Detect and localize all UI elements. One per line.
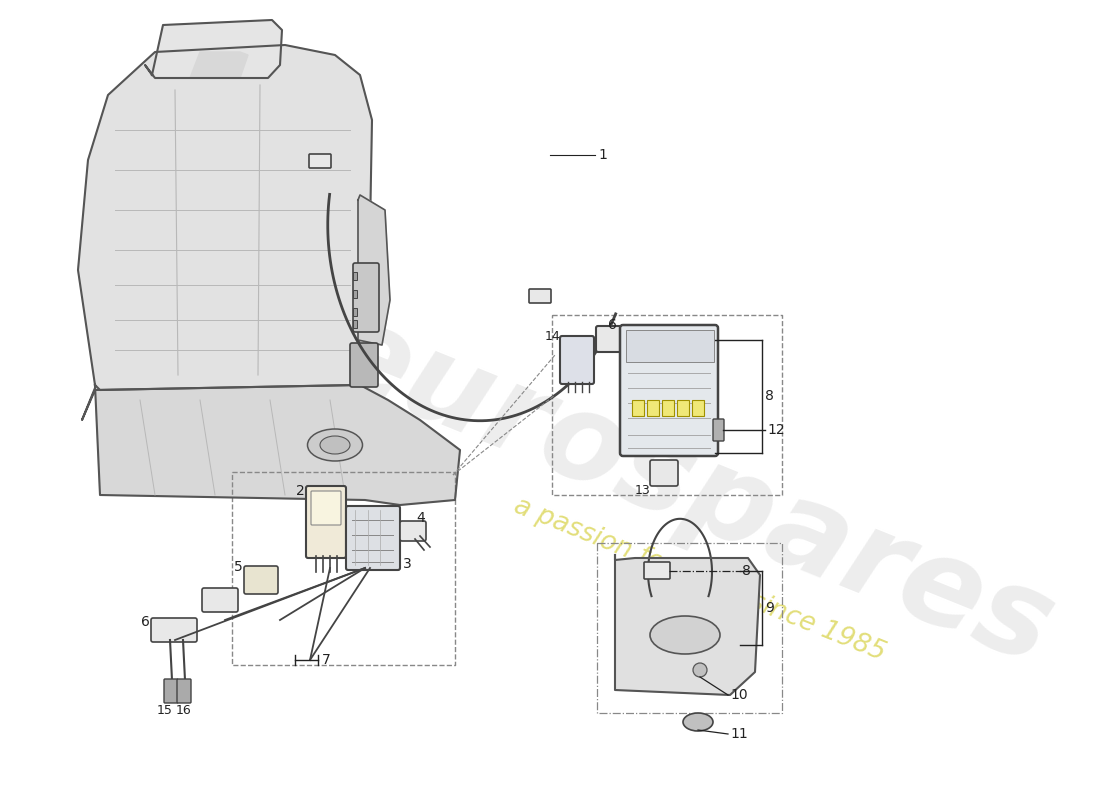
Text: 16: 16 (176, 703, 191, 717)
FancyBboxPatch shape (560, 336, 594, 384)
Text: 7: 7 (322, 653, 331, 667)
Bar (676, 400, 689, 416)
Text: 5: 5 (234, 560, 243, 574)
Ellipse shape (320, 436, 350, 454)
Text: 12: 12 (767, 423, 784, 437)
Ellipse shape (683, 713, 713, 731)
Polygon shape (358, 195, 390, 345)
FancyBboxPatch shape (529, 289, 551, 303)
Bar (626, 330, 714, 362)
Text: 10: 10 (730, 688, 748, 702)
Text: 8: 8 (764, 389, 774, 403)
Text: 9: 9 (764, 601, 774, 615)
FancyBboxPatch shape (244, 566, 278, 594)
Text: 13: 13 (635, 483, 650, 497)
FancyBboxPatch shape (350, 343, 378, 387)
FancyBboxPatch shape (400, 521, 426, 541)
Text: 1: 1 (598, 148, 607, 162)
FancyBboxPatch shape (309, 154, 331, 168)
FancyBboxPatch shape (306, 486, 346, 558)
Bar (353, 320, 358, 328)
Text: 4: 4 (416, 511, 425, 525)
Text: 6: 6 (141, 615, 150, 629)
Bar (353, 308, 358, 316)
FancyBboxPatch shape (713, 419, 724, 441)
Ellipse shape (308, 429, 363, 461)
FancyBboxPatch shape (177, 679, 191, 703)
FancyBboxPatch shape (650, 460, 678, 486)
FancyBboxPatch shape (644, 562, 670, 579)
Text: 3: 3 (403, 557, 411, 571)
Polygon shape (145, 20, 282, 78)
Polygon shape (615, 555, 760, 695)
FancyBboxPatch shape (164, 679, 178, 703)
Text: 14: 14 (544, 330, 560, 343)
FancyBboxPatch shape (311, 491, 341, 525)
Text: 15: 15 (157, 703, 173, 717)
Bar (353, 290, 358, 298)
Polygon shape (82, 385, 460, 505)
Bar (647, 400, 659, 416)
Ellipse shape (650, 616, 721, 654)
Polygon shape (190, 52, 248, 78)
Bar (692, 400, 704, 416)
FancyBboxPatch shape (202, 588, 238, 612)
FancyBboxPatch shape (151, 618, 197, 642)
FancyBboxPatch shape (620, 325, 718, 456)
Text: 11: 11 (730, 727, 748, 741)
Text: eurospares: eurospares (310, 291, 1070, 689)
Text: 8: 8 (742, 564, 751, 578)
Bar (353, 272, 358, 280)
FancyBboxPatch shape (596, 326, 630, 352)
Text: 6: 6 (607, 318, 616, 332)
FancyBboxPatch shape (346, 506, 400, 570)
Bar (662, 400, 674, 416)
FancyBboxPatch shape (353, 263, 380, 332)
Bar (632, 400, 644, 416)
Text: 2: 2 (296, 484, 305, 498)
Polygon shape (78, 45, 372, 390)
Circle shape (693, 663, 707, 677)
Text: a passion for parts since 1985: a passion for parts since 1985 (510, 494, 890, 666)
